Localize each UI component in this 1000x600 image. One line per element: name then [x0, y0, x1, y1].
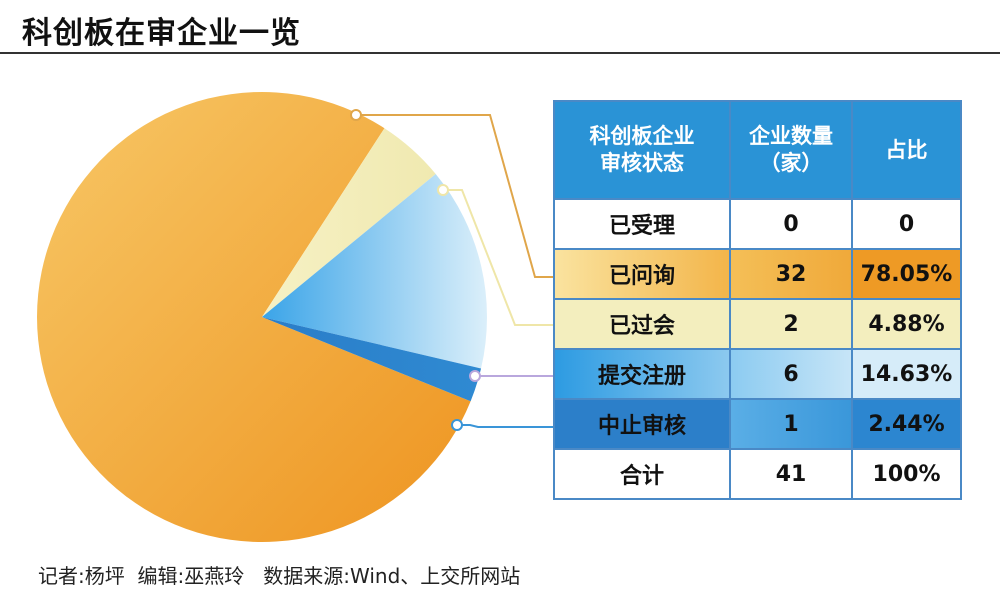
cell-share: 100%: [851, 448, 962, 500]
leader-line-suspended-dot: [451, 419, 463, 431]
table-row: 合计 41 100%: [553, 448, 962, 500]
header-status: 科创板企业 审核状态: [553, 100, 731, 200]
pie-slice-suspended: [262, 317, 482, 402]
cell-status: 已受理: [553, 198, 731, 250]
cell-status: 已过会: [553, 298, 731, 350]
cell-count: 32: [729, 248, 853, 300]
cell-status: 中止审核: [553, 398, 731, 450]
cell-status: 已问询: [553, 248, 731, 300]
leader-line-inquired-dot: [350, 109, 362, 121]
cell-share: 78.05%: [851, 248, 962, 300]
cell-count: 2: [729, 298, 853, 350]
cell-share: 4.88%: [851, 298, 962, 350]
table-row: 已过会 2 4.88%: [553, 298, 962, 350]
pie-slice-passed: [262, 128, 436, 317]
header-share: 占比: [851, 100, 962, 200]
cell-count: 6: [729, 348, 853, 400]
status-table: 科创板企业 审核状态 企业数量 （家） 占比 已受理 0 0 已问询 32 78…: [553, 100, 962, 500]
table-row: 已受理 0 0: [553, 198, 962, 250]
table-row: 中止审核 1 2.44%: [553, 398, 962, 450]
cell-share: 14.63%: [851, 348, 962, 400]
table-row: 已问询 32 78.05%: [553, 248, 962, 300]
table-row: 提交注册 6 14.63%: [553, 348, 962, 400]
cell-status: 合计: [553, 448, 731, 500]
pie-slice-inquired: [37, 92, 471, 543]
status-table-wrapper: 科创板企业 审核状态 企业数量 （家） 占比 已受理 0 0 已问询 32 78…: [553, 100, 962, 510]
cell-count: 0: [729, 198, 853, 250]
title-divider: [0, 52, 1000, 54]
leader-line-passed-dot: [437, 184, 449, 196]
table-header-row: 科创板企业 审核状态 企业数量 （家） 占比: [553, 100, 962, 200]
leader-line-passed: [443, 189, 553, 326]
leader-line-inquired: [356, 114, 553, 278]
cell-count: 41: [729, 448, 853, 500]
cell-share: 2.44%: [851, 398, 962, 450]
leader-line-registration-dot: [469, 370, 481, 382]
cell-share: 0: [851, 198, 962, 250]
pie-slice-registration: [262, 173, 488, 369]
leader-line-suspended: [457, 424, 553, 428]
page-title: 科创板在审企业一览: [22, 16, 301, 51]
cell-count: 1: [729, 398, 853, 450]
credits-footer: 记者:杨坪 编辑:巫燕玲 数据来源:Wind、上交所网站: [38, 564, 521, 588]
cell-status: 提交注册: [553, 348, 731, 400]
header-count: 企业数量 （家）: [729, 100, 853, 200]
